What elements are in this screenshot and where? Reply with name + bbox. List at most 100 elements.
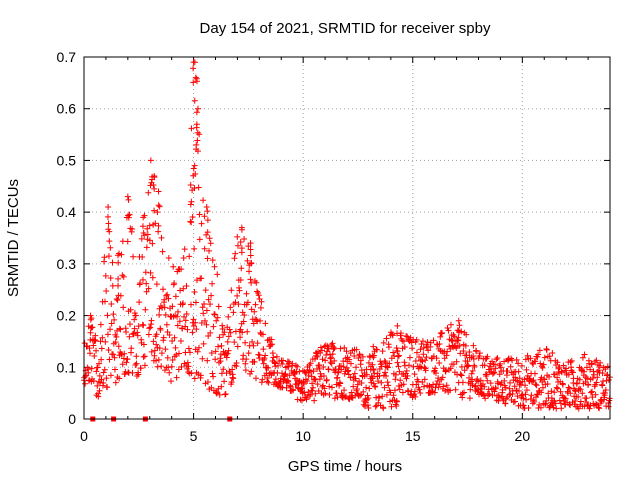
data-point	[96, 372, 103, 379]
data-point	[115, 259, 122, 266]
data-point	[290, 387, 297, 394]
data-point	[111, 366, 118, 373]
data-point	[109, 282, 116, 289]
data-point	[551, 371, 558, 378]
data-point	[177, 287, 184, 294]
data-point	[386, 360, 393, 367]
data-point	[191, 375, 198, 382]
data-point	[258, 298, 265, 305]
data-point	[260, 331, 267, 338]
data-point	[100, 369, 107, 376]
data-point	[430, 337, 437, 344]
data-point	[146, 237, 153, 244]
data-point	[113, 333, 120, 340]
data-point	[120, 304, 127, 311]
data-point	[581, 351, 588, 358]
data-point	[326, 391, 333, 398]
data-point	[94, 364, 101, 371]
data-point	[91, 352, 98, 359]
data-point	[283, 384, 290, 391]
data-point	[164, 328, 171, 335]
data-point	[102, 338, 109, 345]
data-point	[160, 286, 167, 293]
data-point	[531, 370, 538, 377]
data-point	[421, 364, 428, 371]
data-point	[481, 383, 488, 390]
data-point	[238, 226, 245, 233]
data-point	[307, 391, 314, 398]
data-point	[93, 368, 100, 375]
data-point	[202, 287, 209, 294]
data-point	[443, 352, 450, 359]
data-point	[123, 359, 130, 366]
data-point	[213, 317, 220, 324]
data-point	[115, 282, 122, 289]
data-point	[587, 366, 594, 373]
data-point	[331, 395, 338, 402]
data-point	[389, 331, 396, 338]
data-point	[493, 356, 500, 363]
data-point	[404, 333, 411, 340]
data-point	[522, 391, 529, 398]
data-point	[319, 347, 326, 354]
data-point	[130, 330, 137, 337]
data-point	[190, 165, 197, 172]
data-point	[394, 359, 401, 366]
data-point	[194, 105, 201, 112]
data-point	[403, 332, 410, 339]
data-point	[418, 340, 425, 347]
data-point	[447, 365, 454, 372]
data-point	[187, 181, 194, 188]
data-point	[532, 358, 539, 365]
data-point	[353, 364, 360, 371]
data-point	[495, 380, 502, 387]
data-point	[503, 372, 510, 379]
data-point	[489, 358, 496, 365]
data-point	[451, 333, 458, 340]
data-point	[360, 388, 367, 395]
data-point	[234, 292, 241, 299]
data-point	[215, 303, 222, 310]
data-point	[154, 209, 161, 216]
data-point	[489, 370, 496, 377]
data-point	[596, 405, 603, 412]
data-point	[195, 371, 202, 378]
data-point	[149, 274, 156, 281]
data-point	[404, 372, 411, 379]
data-point	[112, 379, 119, 386]
data-point	[241, 236, 248, 243]
data-point	[105, 220, 112, 227]
data-point	[383, 372, 390, 379]
data-point	[575, 405, 582, 412]
data-point	[458, 372, 465, 379]
data-point	[185, 345, 192, 352]
data-point	[435, 384, 442, 391]
data-point	[420, 344, 427, 351]
data-point	[521, 376, 528, 383]
data-point	[436, 340, 443, 347]
data-point	[523, 366, 530, 373]
data-point	[384, 379, 391, 386]
data-point	[242, 367, 249, 374]
data-point	[114, 297, 121, 304]
data-point	[379, 393, 386, 400]
data-point	[411, 391, 418, 398]
data-point	[479, 380, 486, 387]
data-point	[586, 405, 593, 412]
data-point	[558, 369, 565, 376]
data-point	[565, 371, 572, 378]
data-point	[329, 351, 336, 358]
data-point	[172, 344, 179, 351]
data-point	[548, 388, 555, 395]
data-point	[92, 337, 99, 344]
data-point	[577, 386, 584, 393]
data-point	[380, 405, 387, 412]
data-point	[301, 389, 308, 396]
data-point	[458, 328, 465, 335]
data-point	[121, 350, 128, 357]
data-point	[541, 354, 548, 361]
data-point	[569, 369, 576, 376]
data-point	[204, 255, 211, 262]
data-point	[169, 303, 176, 310]
data-point	[582, 373, 589, 380]
